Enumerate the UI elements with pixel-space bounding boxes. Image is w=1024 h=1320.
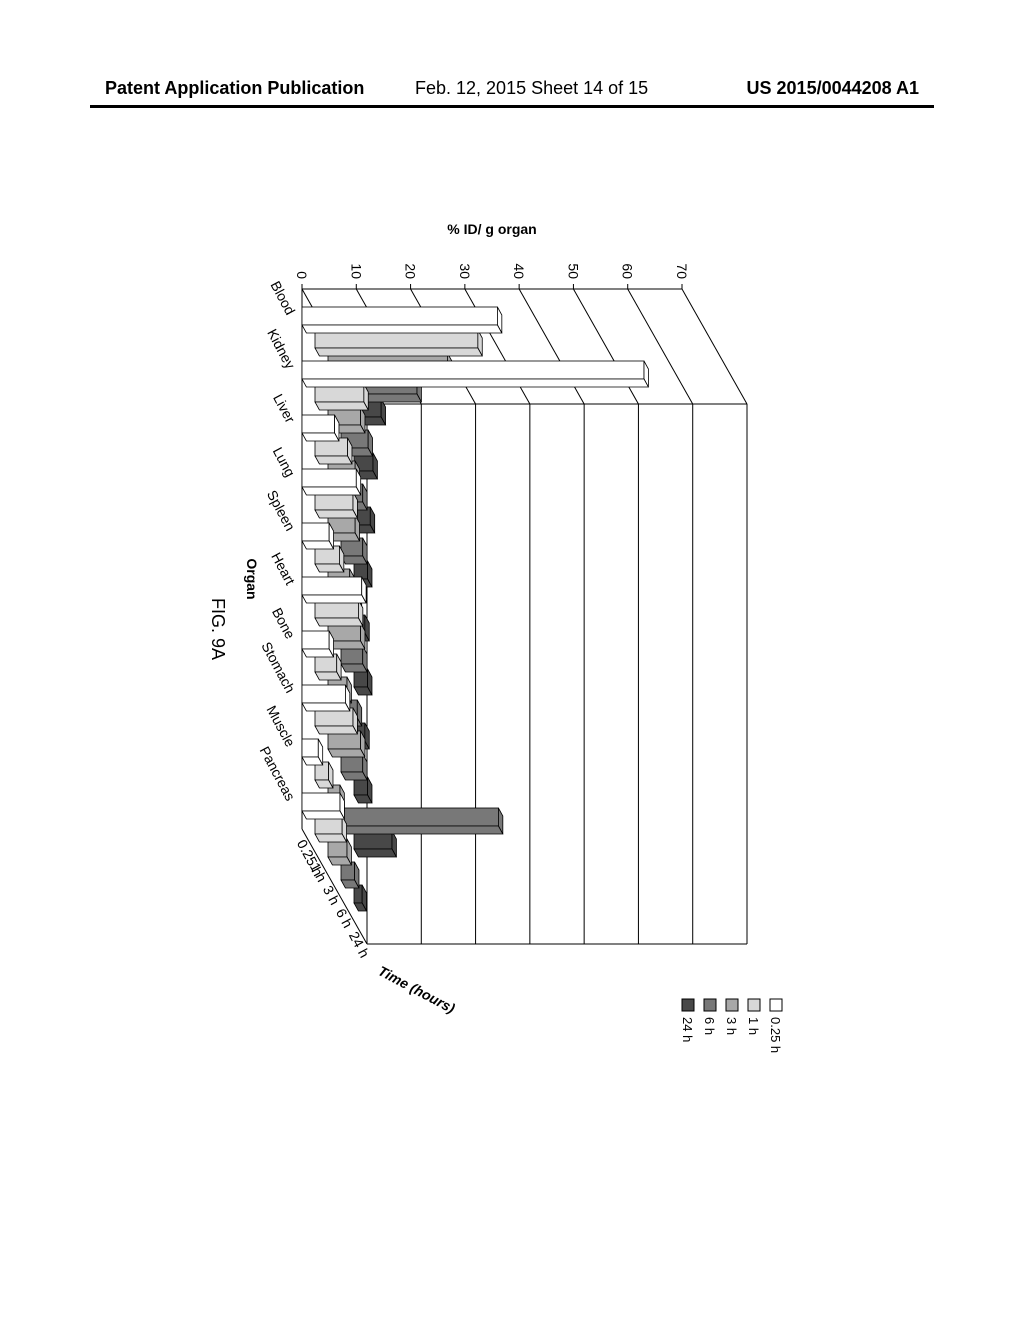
organ-label: Blood — [268, 278, 299, 317]
figure-caption: FIG. 9A — [208, 598, 228, 660]
y-tick: 70 — [674, 263, 690, 279]
organ-label: Bone — [269, 605, 299, 642]
y-tick: 20 — [403, 263, 419, 279]
legend-label: 24 h — [680, 1017, 695, 1042]
organ-label: Liver — [270, 391, 299, 426]
organ-label: Stomach — [258, 639, 298, 695]
legend-label: 0.25 h — [768, 1017, 783, 1053]
organ-label: Kidney — [264, 326, 298, 371]
organ-label: Lung — [270, 444, 299, 479]
legend-label: 3 h — [724, 1017, 739, 1035]
legend-swatch — [726, 999, 738, 1011]
y-tick: 40 — [511, 263, 527, 279]
legend-swatch — [748, 999, 760, 1011]
y-tick: 50 — [565, 263, 581, 279]
y-axis-label: % ID/ g organ — [447, 221, 536, 237]
y-tick: 30 — [457, 263, 473, 279]
header-rule — [90, 105, 934, 108]
legend-label: 1 h — [746, 1017, 761, 1035]
biodistribution-chart: 0 10 20 30 40 50 60 70 % ID/ g organ Blood Kidney L… — [202, 169, 822, 1089]
header-left: Patent Application Publication — [105, 78, 364, 99]
organ-label: Pancreas — [257, 744, 299, 804]
time-label: 6 h — [333, 906, 356, 931]
organ-label: Muscle — [264, 703, 299, 750]
x-axis-label: Organ — [244, 558, 260, 599]
organ-label: Spleen — [264, 487, 299, 533]
y-tick: 10 — [348, 263, 364, 279]
chart-container: 0 10 20 30 40 50 60 70 % ID/ g organ Blood Kidney L… — [202, 169, 822, 1089]
legend-label: 6 h — [702, 1017, 717, 1035]
legend-swatch — [704, 999, 716, 1011]
y-tick: 60 — [620, 263, 636, 279]
z-axis-label: Time (hours) — [376, 963, 458, 1017]
time-label: 3 h — [320, 883, 343, 908]
organ-label: Heart — [268, 550, 298, 588]
header-center: Feb. 12, 2015 Sheet 14 of 15 — [415, 78, 648, 99]
header-right: US 2015/0044208 A1 — [747, 78, 919, 99]
y-tick: 0 — [294, 271, 310, 279]
time-label: 24 h — [346, 929, 373, 961]
legend-swatch — [682, 999, 694, 1011]
legend-swatch — [770, 999, 782, 1011]
